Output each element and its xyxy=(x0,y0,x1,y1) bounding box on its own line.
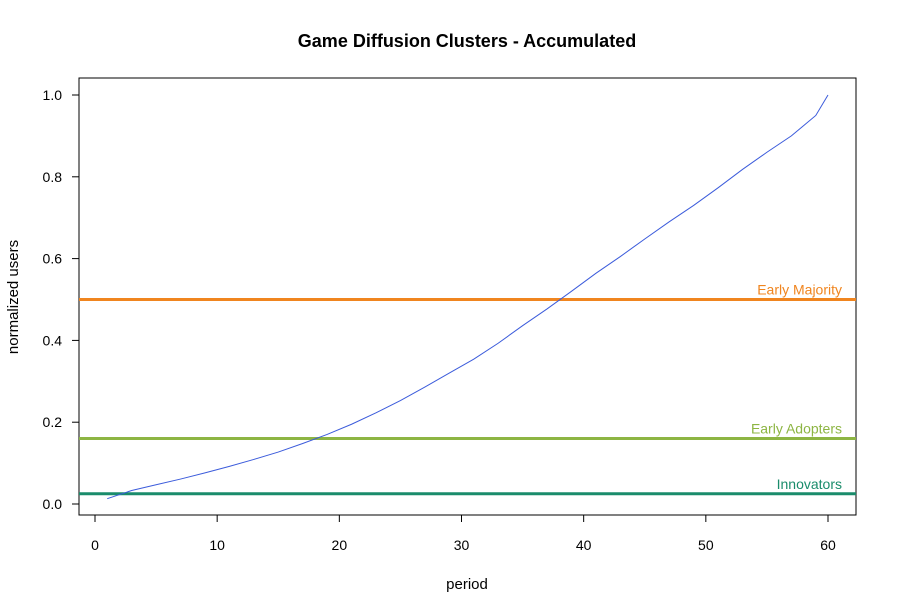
x-tick-label: 50 xyxy=(698,537,714,553)
x-tick-label: 0 xyxy=(91,537,99,553)
x-tick-label: 60 xyxy=(820,537,836,553)
x-tick-label: 30 xyxy=(454,537,470,553)
y-axis-label: normalized users xyxy=(5,240,22,354)
y-tick-label: 0.2 xyxy=(43,414,63,430)
reference-line-label: Early Majority xyxy=(757,282,842,298)
reference-lines: Early Majority Early Adopters Innovators xyxy=(79,282,856,496)
y-tick-label: 0.8 xyxy=(43,169,63,185)
x-tick-label: 20 xyxy=(332,537,348,553)
y-tick-label: 0.4 xyxy=(43,332,63,348)
y-tick-label: 0.0 xyxy=(43,496,63,512)
reference-line-label: Early Adopters xyxy=(751,421,842,437)
x-axis: 0 10 20 30 40 50 60 xyxy=(91,514,836,553)
series-line xyxy=(107,94,829,500)
reference-line-label: Innovators xyxy=(777,476,842,492)
chart-title: Game Diffusion Clusters - Accumulated xyxy=(298,31,636,51)
plot-frame xyxy=(78,77,857,516)
series-layer xyxy=(107,94,829,500)
y-tick-label: 1.0 xyxy=(43,87,63,103)
y-tick-label: 0.6 xyxy=(43,251,63,267)
x-tick-label: 10 xyxy=(209,537,225,553)
x-axis-label: period xyxy=(446,576,488,593)
x-tick-label: 40 xyxy=(576,537,592,553)
y-axis: 0.0 0.2 0.4 0.6 0.8 1.0 xyxy=(43,87,80,512)
